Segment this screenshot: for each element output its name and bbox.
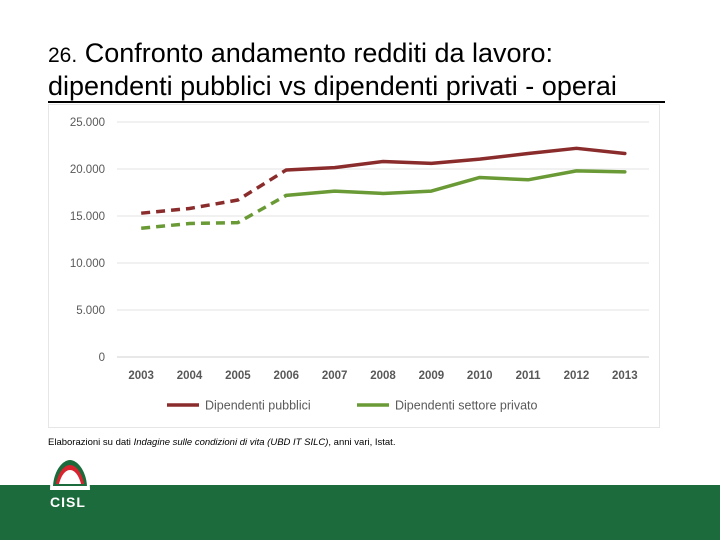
cisl-logo <box>50 456 90 490</box>
y-tick-labels: 0 5.000 10.000 15.000 20.000 25.000 <box>70 117 105 364</box>
grid-layer <box>117 121 649 358</box>
chart-frame: 0 5.000 10.000 15.000 20.000 25.000 2003 2004 2… <box>48 104 660 428</box>
series-line-pubblici-dashed <box>141 168 288 215</box>
y-tick-label: 20.000 <box>70 164 105 176</box>
y-tick-label: 5.000 <box>76 305 105 317</box>
y-tick-label: 0 <box>99 352 105 364</box>
source-prefix: Elaborazioni su dati <box>48 437 134 448</box>
series-line-privato-solid <box>284 169 627 198</box>
y-tick-label: 15.000 <box>70 211 105 223</box>
cisl-logo-text: CISL <box>50 494 86 510</box>
x-tick-label: 2006 <box>273 370 299 382</box>
source-survey: Indagine sulle condizioni di vita (UBD I… <box>133 437 329 448</box>
x-tick-label: 2011 <box>516 370 542 382</box>
y-tick-label: 25.000 <box>70 117 105 129</box>
x-tick-label: 2013 <box>612 370 638 382</box>
title-number: 26. <box>48 44 78 67</box>
chart-legend: Dipendenti pubblici Dipendenti settore pr… <box>167 399 537 413</box>
title-line-1: Confronto andamento redditi da lavoro: <box>84 38 554 68</box>
x-tick-label: 2012 <box>564 370 590 382</box>
series-layer <box>141 146 627 230</box>
x-tick-label: 2004 <box>177 370 203 382</box>
source-note: Elaborazioni su dati Indagine sulle cond… <box>48 437 395 448</box>
footer-band <box>0 485 720 540</box>
y-tick-label: 10.000 <box>70 258 105 270</box>
source-suffix: , anni vari, Istat. <box>328 437 396 448</box>
title-line-2: dipendenti pubblici vs dipendenti privat… <box>48 71 617 101</box>
legend-label: Dipendenti settore privato <box>395 399 537 413</box>
title-underline <box>48 101 665 103</box>
legend-label: Dipendenti pubblici <box>205 399 311 413</box>
series-line-privato-dashed <box>141 193 288 230</box>
x-tick-labels: 2003 2004 2005 2006 2007 2008 2009 2010 2011 2012… <box>128 370 637 382</box>
x-tick-label: 2009 <box>419 370 445 382</box>
series-line-pubblici-solid <box>284 146 627 172</box>
x-tick-label: 2007 <box>322 370 348 382</box>
x-tick-label: 2005 <box>225 370 251 382</box>
x-tick-label: 2010 <box>467 370 493 382</box>
x-tick-label: 2003 <box>128 370 154 382</box>
x-tick-label: 2008 <box>370 370 396 382</box>
slide-title: 26. Confronto andamento redditi da lavor… <box>48 38 708 102</box>
